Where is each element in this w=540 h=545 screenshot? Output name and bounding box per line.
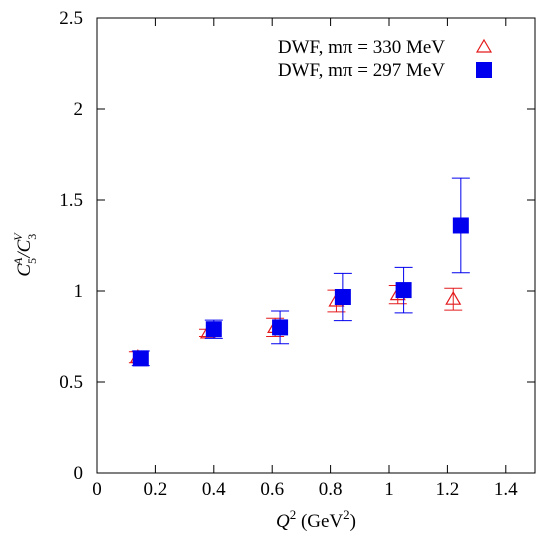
x-tick-label: 0.2 — [144, 479, 168, 500]
x-tick-label: 1.2 — [436, 479, 460, 500]
y-axis-label-part: 5 — [25, 258, 39, 264]
x-tick-label: 0.6 — [260, 479, 284, 500]
y-tick-label: 1.5 — [59, 190, 83, 211]
marker — [334, 289, 351, 306]
x-tick-label: 0.4 — [202, 479, 226, 500]
x-tick-label: 0.8 — [319, 479, 343, 500]
x-axis-label-part: 2 — [343, 507, 350, 522]
legend-marker — [475, 38, 493, 53]
x-axis-label-part: (GeV — [296, 511, 343, 532]
y-axis-label-part: /C — [14, 239, 35, 258]
y-axis-label-part: A — [11, 257, 25, 266]
marker — [205, 321, 222, 338]
x-axis-label: Q2 (GeV2) — [276, 507, 356, 532]
y-axis-label-part: V — [11, 232, 25, 241]
y-axis-label: C5A/C3V — [11, 232, 39, 277]
y-tick-label: 1 — [74, 281, 84, 302]
marker — [272, 319, 289, 336]
plot-frame — [96, 17, 536, 474]
legend-label: DWF, mπ = 297 MeV — [278, 60, 445, 81]
marker — [132, 350, 149, 367]
y-tick-label: 0 — [74, 463, 84, 484]
marker — [445, 290, 462, 305]
legend-label: DWF, mπ = 330 MeV — [278, 37, 445, 58]
legend-marker — [476, 62, 492, 78]
marker — [395, 282, 412, 299]
x-axis-label-part: ) — [350, 511, 356, 532]
x-tick-label: 0 — [92, 479, 102, 500]
x-tick-label: 1 — [384, 479, 394, 500]
x-axis-label-part: Q — [276, 511, 290, 532]
y-axis-label-part: 3 — [25, 234, 39, 240]
x-tick-label: 1.4 — [494, 479, 518, 500]
marker — [452, 217, 469, 234]
y-tick-label: 2 — [74, 99, 84, 120]
x-axis-label-part: 2 — [290, 507, 297, 522]
y-tick-label: 0.5 — [59, 372, 83, 393]
y-axis-label-part: C — [14, 264, 35, 277]
y-tick-label: 2.5 — [59, 8, 83, 29]
